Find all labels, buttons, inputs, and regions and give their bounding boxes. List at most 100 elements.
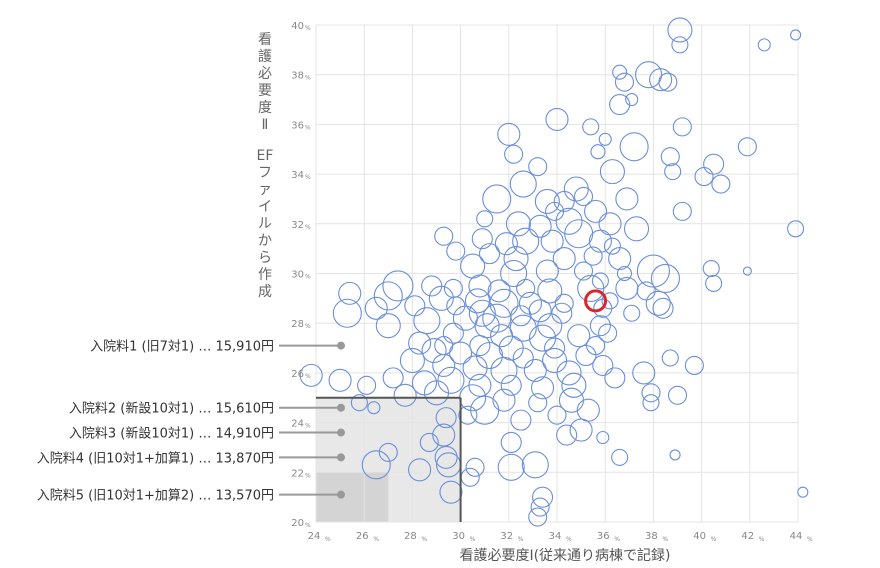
x-tick-label: 44 (790, 531, 803, 542)
bubble (616, 265, 633, 282)
bubble (556, 424, 578, 446)
bubble (598, 323, 618, 343)
bubble (611, 448, 629, 466)
y-tick-label: 22 (291, 468, 304, 479)
bubble (711, 174, 731, 194)
y-axis-title: 看護必要度Ⅱ EFファイルから作成 (255, 32, 275, 301)
bubble (591, 272, 609, 290)
x-tick-unit: % (373, 536, 379, 543)
bubble (593, 298, 613, 318)
bubble (603, 237, 621, 255)
reference-label: 入院料5 (旧10対1+加算2) … 13,570円 (37, 489, 274, 504)
bubble (664, 163, 682, 181)
bubble (528, 299, 552, 323)
bubble (373, 281, 403, 311)
bubble (328, 368, 352, 392)
bubble (684, 355, 704, 375)
bubble (555, 207, 583, 235)
bubble (452, 305, 478, 331)
x-tick-unit: % (566, 536, 572, 543)
bubble (487, 279, 511, 303)
y-tick-unit: % (305, 124, 311, 131)
x-tick-label: 34 (549, 531, 562, 542)
bubble (573, 261, 594, 281)
bubble (589, 315, 611, 337)
y-tick-unit: % (305, 522, 311, 529)
reference-label: 入院料3 (新設10対1) … 14,910円 (69, 426, 274, 442)
bubble (563, 176, 589, 202)
bubble (632, 361, 656, 385)
x-tick-unit: % (759, 536, 765, 543)
bubble (609, 93, 631, 116)
y-tick-unit: % (305, 423, 311, 430)
bubble (468, 274, 492, 298)
x-tick-label: 40 (693, 531, 706, 542)
bubble (465, 457, 485, 477)
bubble (694, 167, 714, 187)
bubble (661, 349, 679, 367)
reference-label: 入院料1 (旧7対1) … 15,910円 (90, 340, 274, 355)
y-tick-label: 26 (291, 369, 304, 380)
bubble (413, 307, 441, 335)
bubble (615, 276, 639, 300)
bubble (553, 190, 575, 212)
bubble (584, 199, 608, 223)
bubble (703, 153, 725, 175)
bubble (299, 363, 323, 387)
bubble (535, 259, 559, 283)
bubble (545, 107, 569, 131)
bubble (608, 247, 632, 271)
x-tick-unit: % (470, 536, 476, 543)
bubble (650, 263, 681, 294)
bubble (494, 232, 518, 256)
bubble (641, 383, 661, 403)
bubble (534, 188, 560, 214)
bubble (757, 38, 771, 52)
shaded-regions (316, 397, 461, 522)
reference-marker (337, 403, 345, 412)
bubble (596, 430, 610, 445)
bubble (604, 367, 626, 389)
bubble (512, 347, 534, 369)
bubble (667, 17, 693, 43)
bubble (476, 210, 494, 228)
bubble (530, 497, 550, 517)
highlight-bubble (584, 289, 608, 313)
bubble (449, 341, 473, 365)
bubble (500, 374, 522, 396)
axis-ticks: 24% 26% 28% 30% 32% 34% 36% 38% 40% 42% 44 %20 %22 %2… (291, 21, 813, 543)
bubble (434, 226, 454, 246)
bubble (669, 449, 681, 461)
y-tick-label: 38 (291, 71, 304, 82)
bubble (361, 450, 391, 480)
bubble (636, 281, 656, 301)
reference-marker (337, 453, 345, 462)
y-tick-label: 36 (291, 120, 304, 131)
bubble (408, 331, 432, 355)
bubble (551, 302, 573, 324)
bubble (399, 347, 425, 374)
reference-label: 入院料2 (新設10対1) … 15,610円 (69, 401, 274, 417)
bubble (531, 486, 554, 508)
y-tick-label: 28 (291, 319, 304, 330)
bubble (458, 405, 478, 425)
bubble (528, 157, 548, 177)
bubble (509, 314, 537, 342)
bubble (623, 216, 650, 242)
bubble (528, 393, 548, 413)
y-tick-label: 20 (291, 518, 304, 529)
bubble (588, 229, 612, 253)
bubble (378, 442, 398, 462)
y-tick-label: 34 (291, 170, 304, 181)
x-tick-label: 38 (645, 531, 658, 542)
y-tick-unit: % (305, 323, 311, 330)
x-tick-label: 26 (356, 531, 369, 542)
bubble (787, 220, 805, 238)
bubble (350, 394, 368, 412)
bubble (619, 132, 649, 162)
bubble (512, 227, 540, 255)
bubble (652, 297, 674, 319)
bubble (468, 299, 496, 327)
bubble (545, 201, 565, 221)
bubble (497, 122, 521, 146)
